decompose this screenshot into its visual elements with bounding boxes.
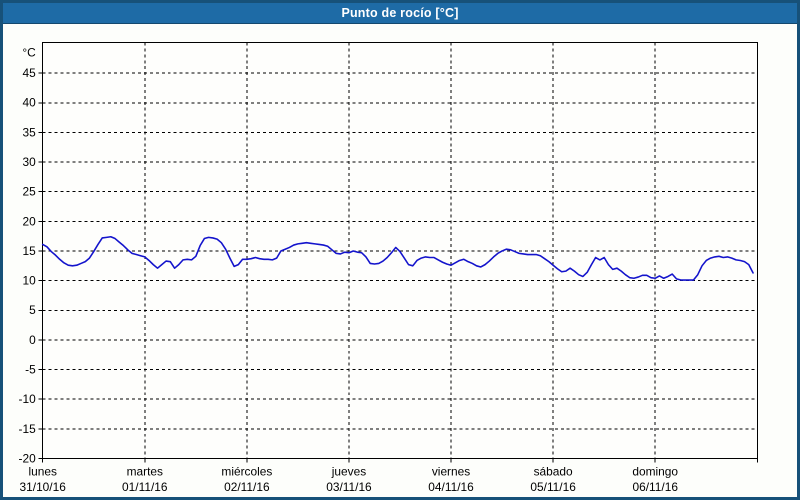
title-bar: Punto de rocío [°C] — [3, 3, 797, 24]
y-tick-label: 0 — [29, 333, 36, 347]
x-day-label: jueves — [331, 464, 366, 478]
x-date-label: 04/11/16 — [428, 480, 474, 494]
chart-title: Punto de rocío [°C] — [341, 6, 459, 20]
x-date-label: 02/11/16 — [224, 480, 270, 494]
y-tick-label: 40 — [23, 96, 37, 110]
y-tick-label: 20 — [23, 214, 37, 228]
y-tick-label: -10 — [19, 392, 37, 406]
x-date-label: 03/11/16 — [326, 480, 372, 494]
dewpoint-chart: 45 40 35 30 25 20 15 10 5 0 -5 -10 -15 -20 °C lunes 31/1… — [19, 42, 758, 494]
y-axis-unit-label: °C — [22, 45, 36, 59]
y-tick-label: 35 — [23, 125, 37, 139]
y-tick-label: 30 — [23, 155, 37, 169]
y-tick-label: 10 — [23, 274, 37, 288]
y-tick-label: -15 — [19, 422, 37, 436]
y-tick-label: 5 — [29, 303, 36, 317]
y-tick-label: 15 — [23, 244, 37, 258]
y-tick-label: -20 — [19, 451, 37, 465]
x-date-label: 01/11/16 — [122, 480, 168, 494]
x-day-label: sábado — [534, 464, 573, 478]
x-day-label: domingo — [632, 464, 678, 478]
y-tick-label: 45 — [23, 66, 37, 80]
x-day-label: miércoles — [221, 464, 272, 478]
x-day-label: viernes — [432, 464, 470, 478]
x-date-label: 31/10/16 — [20, 480, 67, 494]
dewpoint-line — [41, 235, 754, 281]
x-day-label: martes — [127, 464, 163, 478]
x-day-label: lunes — [28, 464, 57, 478]
x-date-label: 06/11/16 — [632, 480, 678, 494]
y-tick-label: -5 — [25, 363, 36, 377]
y-tick-label: 25 — [23, 185, 37, 199]
x-date-label: 05/11/16 — [530, 480, 576, 494]
